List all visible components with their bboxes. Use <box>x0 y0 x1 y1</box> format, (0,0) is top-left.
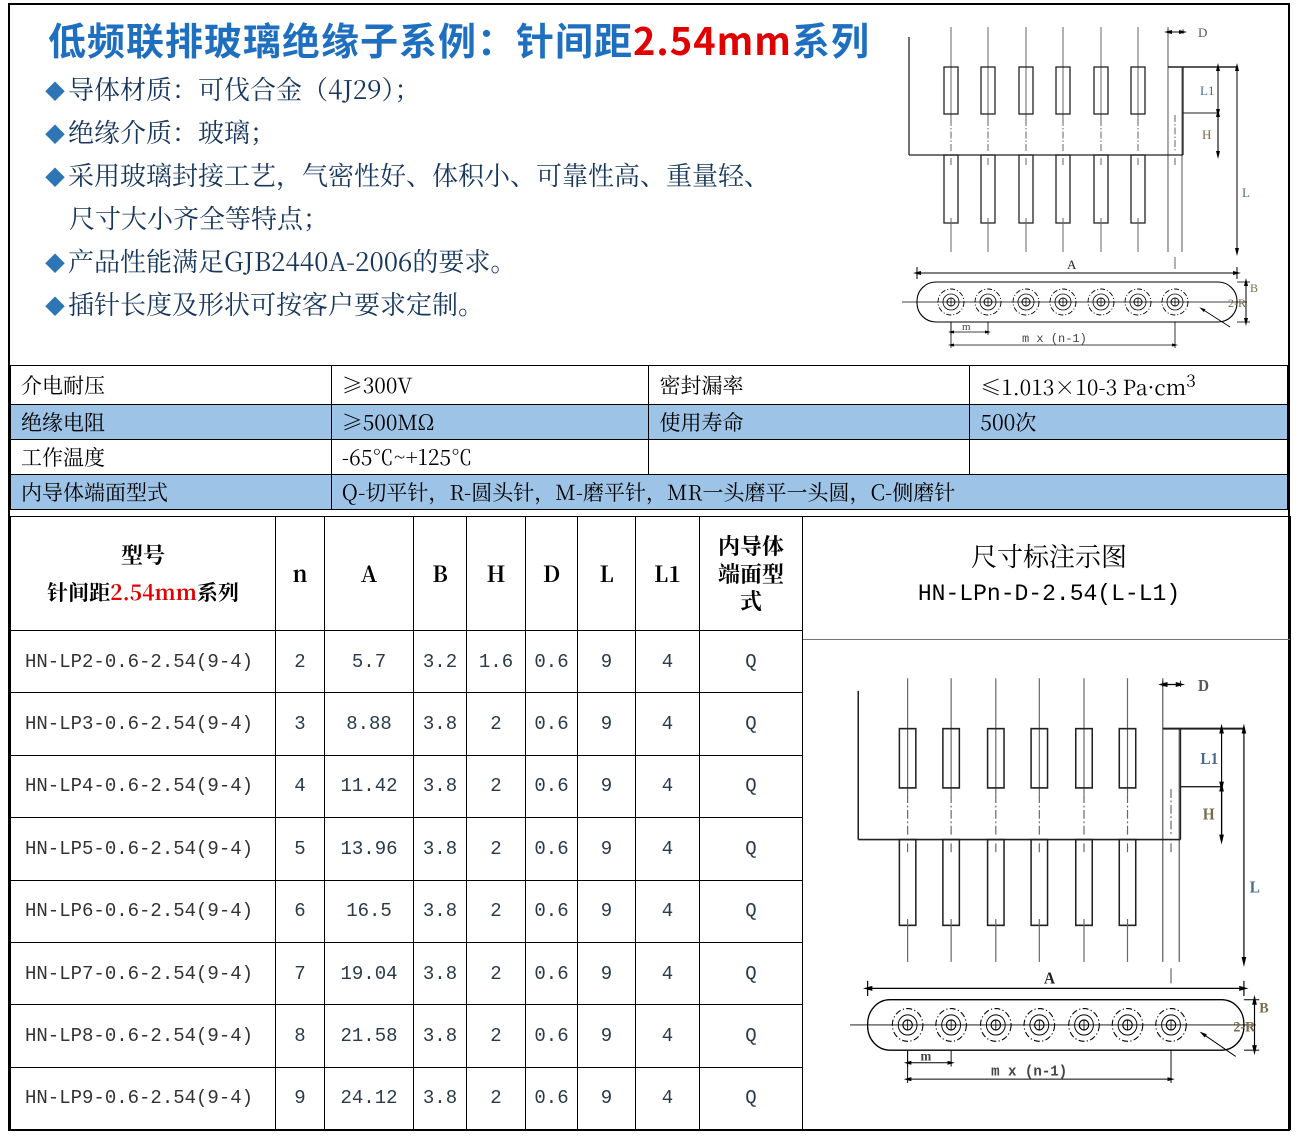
svg-text:D: D <box>1198 677 1209 695</box>
svg-text:A: A <box>1044 970 1056 988</box>
svg-text:m: m <box>962 321 971 333</box>
svg-text:H: H <box>1202 127 1211 142</box>
svg-text:B: B <box>1259 1000 1269 1017</box>
svg-text:L1: L1 <box>1200 83 1214 98</box>
svg-text:B: B <box>1250 281 1258 295</box>
svg-text:m x (n-1): m x (n-1) <box>1022 332 1087 346</box>
svg-text:L1: L1 <box>1200 751 1218 769</box>
svg-text:m x (n-1): m x (n-1) <box>991 1064 1067 1081</box>
svg-text:m: m <box>921 1048 932 1064</box>
svg-text:D: D <box>1198 25 1207 40</box>
svg-text:2-R: 2-R <box>1233 1019 1255 1036</box>
svg-text:A: A <box>1067 257 1077 272</box>
svg-text:H: H <box>1203 806 1216 824</box>
svg-text:2-R: 2-R <box>1228 296 1246 310</box>
svg-text:L: L <box>1242 185 1250 200</box>
svg-text:L: L <box>1250 879 1260 897</box>
